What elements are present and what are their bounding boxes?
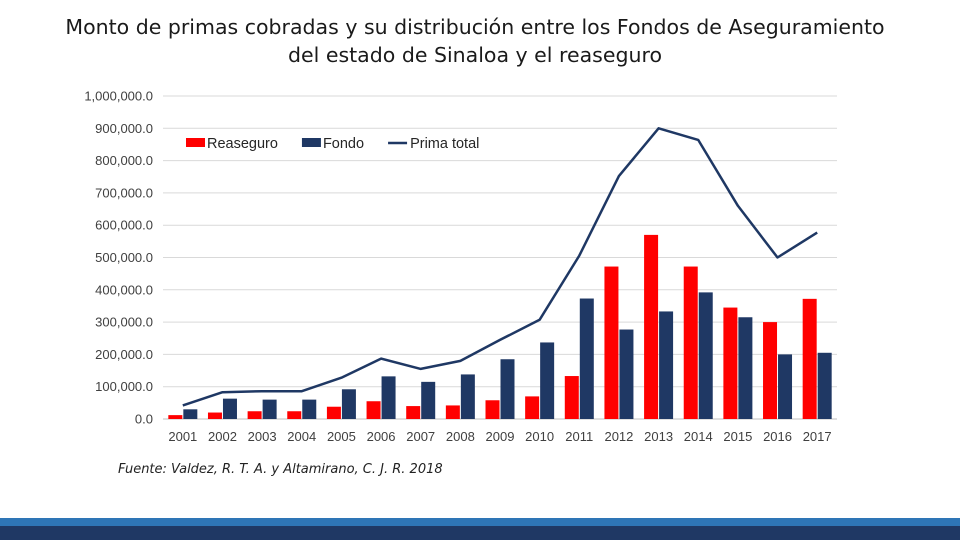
x-tick-label: 2005	[327, 429, 356, 444]
bar-fondo-2009	[500, 359, 515, 419]
x-tick-label: 2014	[684, 429, 713, 444]
y-tick-label: 100,000.0	[95, 379, 153, 394]
bar-reaseguro-2016	[763, 322, 778, 419]
legend-swatch-reaseguro	[186, 138, 205, 147]
footer-band-dark	[0, 526, 960, 540]
chart-lines	[182, 127, 818, 407]
x-tick-label: 2016	[763, 429, 792, 444]
bar-reaseguro-2012	[604, 266, 619, 419]
x-axis-ticks: 2001 2002 2003 2004 2005 2006 2007 2008 2009 2010…	[168, 429, 831, 444]
y-axis-ticks: 0.0 100,000.0 200,000.0 300,000.0 400,000.0 5…	[84, 89, 153, 427]
x-tick-label: 2006	[367, 429, 396, 444]
y-tick-label: 300,000.0	[95, 315, 153, 330]
y-tick-label: 900,000.0	[95, 121, 153, 136]
bar-reaseguro-2005	[326, 406, 341, 419]
bar-reaseguro-2003	[247, 411, 262, 419]
bar-fondo-2013	[659, 311, 674, 419]
x-tick-label: 2017	[803, 429, 832, 444]
y-tick-label: 500,000.0	[95, 250, 153, 265]
chart-legend: Reaseguro Fondo Prima total	[186, 136, 479, 152]
bar-reaseguro-2014	[683, 266, 698, 419]
bar-fondo-2016	[778, 354, 793, 419]
bar-reaseguro-2007	[406, 406, 421, 419]
bar-fondo-2003	[262, 399, 277, 419]
bar-fondo-2011	[579, 298, 594, 419]
x-tick-label: 2013	[644, 429, 673, 444]
y-tick-label: 400,000.0	[95, 282, 153, 297]
bar-fondo-2004	[302, 399, 317, 419]
x-tick-label: 2012	[604, 429, 633, 444]
x-tick-label: 2011	[565, 429, 593, 444]
legend-label-prima-total: Prima total	[410, 136, 479, 152]
bar-reaseguro-2013	[644, 234, 659, 419]
bar-fondo-2006	[381, 376, 396, 419]
legend-label-reaseguro: Reaseguro	[207, 136, 278, 152]
y-tick-label: 1,000,000.0	[84, 89, 153, 104]
x-tick-label: 2008	[446, 429, 475, 444]
y-tick-label: 0.0	[135, 412, 153, 427]
x-tick-label: 2003	[248, 429, 277, 444]
bar-reaseguro-2011	[564, 376, 579, 419]
legend-label-fondo: Fondo	[323, 136, 364, 152]
bar-fondo-2017	[817, 352, 832, 419]
y-tick-label: 600,000.0	[95, 218, 153, 233]
bar-fondo-2005	[341, 389, 356, 419]
title-line-1: Monto de primas cobradas y su distribuci…	[65, 15, 885, 39]
bar-reaseguro-2006	[366, 401, 381, 419]
y-tick-label: 800,000.0	[95, 153, 153, 168]
x-tick-label: 2009	[486, 429, 515, 444]
bar-reaseguro-2009	[485, 400, 500, 419]
bar-fondo-2012	[619, 329, 634, 419]
bar-reaseguro-2017	[802, 298, 817, 419]
bar-fondo-2015	[738, 317, 753, 419]
bar-fondo-2001	[183, 409, 198, 419]
x-tick-label: 2010	[525, 429, 554, 444]
bar-fondo-2014	[698, 292, 713, 419]
x-tick-label: 2004	[287, 429, 316, 444]
bar-reaseguro-2002	[207, 412, 222, 419]
title-line-2: del estado de Sinaloa y el reaseguro	[288, 43, 662, 67]
bar-reaseguro-2004	[287, 411, 302, 419]
x-tick-label: 2001	[168, 429, 197, 444]
bar-reaseguro-2015	[723, 307, 738, 419]
bar-fondo-2008	[460, 374, 475, 419]
y-tick-label: 200,000.0	[95, 347, 153, 362]
footer-band-light	[0, 518, 960, 526]
y-tick-label: 700,000.0	[95, 185, 153, 200]
legend-swatch-fondo	[301, 138, 321, 147]
chart-bars	[168, 234, 832, 419]
bar-reaseguro-2001	[168, 415, 183, 419]
source-citation: Fuente: Valdez, R. T. A. y Altamirano, C…	[118, 462, 443, 477]
bar-reaseguro-2008	[445, 405, 460, 419]
bar-fondo-2010	[540, 342, 555, 419]
x-tick-label: 2015	[723, 429, 752, 444]
line-prima-total	[182, 127, 818, 407]
bar-fondo-2007	[421, 381, 436, 419]
bar-reaseguro-2010	[525, 396, 540, 419]
x-tick-label: 2002	[208, 429, 237, 444]
slide-title: Monto de primas cobradas y su distribuci…	[40, 13, 910, 69]
bar-fondo-2002	[222, 398, 237, 419]
x-tick-label: 2007	[406, 429, 435, 444]
